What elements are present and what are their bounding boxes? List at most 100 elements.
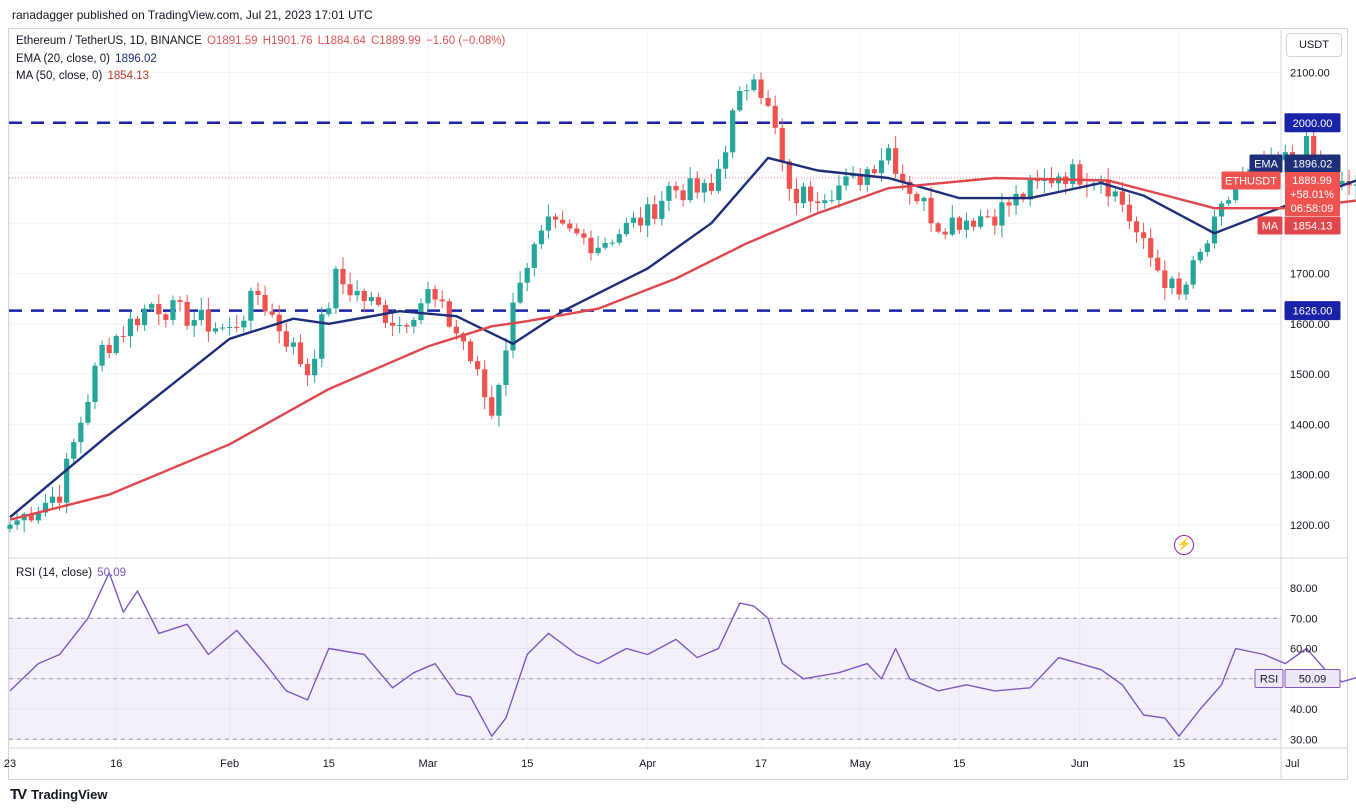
candle [871,169,877,174]
candle [156,303,162,315]
candle [312,358,318,376]
candle [772,105,778,128]
x-tick-label: 16 [110,758,122,770]
currency-button[interactable]: USDT [1286,33,1342,57]
tradingview-logo[interactable]: TV TradingView [10,786,108,803]
candle [262,294,268,312]
x-tick-label: Jun [1071,758,1089,770]
candle [956,217,962,230]
rsi-tick-label: 70.00 [1290,613,1318,625]
candle [687,178,693,201]
grid [9,30,1347,780]
candle [829,200,835,202]
candle [248,290,254,321]
candle [1006,202,1012,206]
candle [1126,204,1133,222]
candle [574,228,580,234]
x-tick-label: 17 [755,758,767,770]
legend-rsi-row[interactable]: RSI (14, close) 50.09 [16,567,128,579]
legend-ma-value: 1854.13 [107,70,150,82]
candle [1190,260,1196,285]
legend-rsi-label: RSI (14, close) [16,567,93,579]
candle [92,365,98,403]
rsi-tick-label: 60.00 [1290,644,1318,656]
candle [163,314,169,320]
candle [751,79,757,91]
candle [985,216,991,218]
symbol-countdown: 06:58:09 [1291,203,1334,215]
candle [843,176,849,186]
candle [71,442,77,459]
candle [1311,135,1317,162]
candle [765,97,771,106]
rsi-band [9,617,1281,740]
price-tick-label: 1400.00 [1290,419,1330,431]
candle [963,220,970,230]
x-tick-label: 23 [4,758,16,770]
candle [418,303,424,321]
ema-line [9,156,1356,519]
ma-tag-badge-bg [1257,216,1283,235]
candle [970,220,977,227]
candle [893,148,899,174]
x-tick-label: 15 [323,758,335,770]
ema-series-line [9,156,1356,519]
candle [1303,135,1310,163]
candle [227,326,233,328]
rsi-band-fill [9,618,1281,740]
candle [815,201,821,204]
x-tick-label: Feb [220,758,239,770]
chart-frame [8,28,1348,780]
ema-value-badge: 1896.02 [1293,159,1333,171]
x-tick-label: 15 [1173,758,1185,770]
candle [907,181,913,194]
ema-tag-badge: EMA [1254,159,1279,171]
price-tick-label: 1200.00 [1290,520,1330,532]
rsi-tag-badge: RSI [1260,673,1278,685]
candle [1133,221,1140,233]
symbol-price: 1889.99 [1292,175,1332,187]
candle [1162,270,1168,289]
candle [368,297,374,302]
candle [333,268,339,309]
legend-ema-label: EMA (20, close, 0) [16,53,110,65]
level-2000-badge-bg [1284,113,1341,133]
publisher-line: ranadagger published on TradingView.com,… [12,8,373,22]
candle [928,197,934,224]
candle [1070,164,1076,185]
candle [134,318,141,326]
candle [489,397,495,416]
legend-ema-row[interactable]: EMA (20, close, 0) 1896.02 [16,53,159,65]
lightning-icon[interactable]: ⚡ [1174,535,1194,555]
price-tick-label: 1300.00 [1290,470,1330,482]
candle [1169,278,1175,289]
candle [177,300,183,302]
candle [127,318,134,337]
candle [1034,180,1040,182]
candle [545,216,552,231]
candle [255,290,261,295]
candle [142,308,148,326]
candle [602,242,608,248]
candle [538,230,544,245]
candle [361,291,367,302]
candle [411,320,417,327]
candle [878,160,885,174]
candle [1218,203,1225,217]
candle [1027,180,1033,200]
rsi-value-badge: 50.09 [1299,673,1327,685]
candle [744,90,750,92]
candle [198,309,204,321]
ma-tag-badge: MA [1262,221,1279,233]
candle [567,223,573,229]
candle [113,335,119,354]
candle [503,350,509,385]
candle [531,244,537,268]
legend-ma-row[interactable]: MA (50, close, 0) 1854.13 [16,70,151,82]
candle [1204,243,1210,252]
candle [1353,184,1356,186]
candle [64,458,70,503]
candle [14,520,20,525]
candle [205,309,211,332]
